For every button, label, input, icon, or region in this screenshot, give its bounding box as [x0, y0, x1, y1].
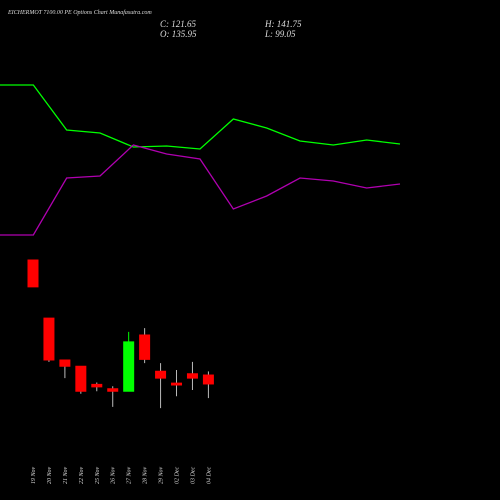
- open-label: O: 135.95: [160, 29, 197, 39]
- x-tick-label: 04 Dec: [205, 467, 212, 484]
- high-label: H: 141.75: [264, 19, 302, 29]
- candle-body: [123, 341, 135, 392]
- x-tick-label: 19 Nov: [31, 466, 37, 484]
- x-tick-label: 27 Nov: [127, 466, 133, 484]
- x-tick-label: 28 Nov: [143, 466, 149, 484]
- x-tick-label: 22 Nov: [79, 466, 85, 484]
- chart-title: EICHERMOT 7100.00 PE Options Chart Munaf…: [7, 9, 152, 16]
- x-tick-label: 26 Nov: [111, 466, 117, 484]
- candle-body: [27, 259, 39, 288]
- x-tick-label: 03 Dec: [190, 467, 196, 484]
- x-tick-label: 29 Nov: [159, 466, 165, 484]
- close-label: C: 121.65: [160, 19, 197, 29]
- candle-body: [59, 359, 71, 367]
- candle-body: [75, 365, 87, 392]
- indicator-line: [0, 144, 401, 236]
- low-label: L: 99.05: [264, 29, 296, 39]
- candle-body: [186, 373, 198, 379]
- candle-body: [171, 382, 183, 386]
- candle-body: [107, 388, 119, 392]
- candle-body: [155, 370, 167, 379]
- candle-body: [91, 383, 103, 388]
- candle-body: [43, 317, 55, 361]
- candle-body: [202, 374, 214, 385]
- x-tick-label: 21 Nov: [63, 466, 69, 484]
- x-tick-label: 20 Nov: [47, 466, 53, 484]
- x-tick-label: 25 Nov: [95, 466, 101, 484]
- x-tick-label: 02 Dec: [175, 467, 181, 484]
- candle-body: [139, 334, 151, 360]
- indicator-line: [0, 84, 401, 150]
